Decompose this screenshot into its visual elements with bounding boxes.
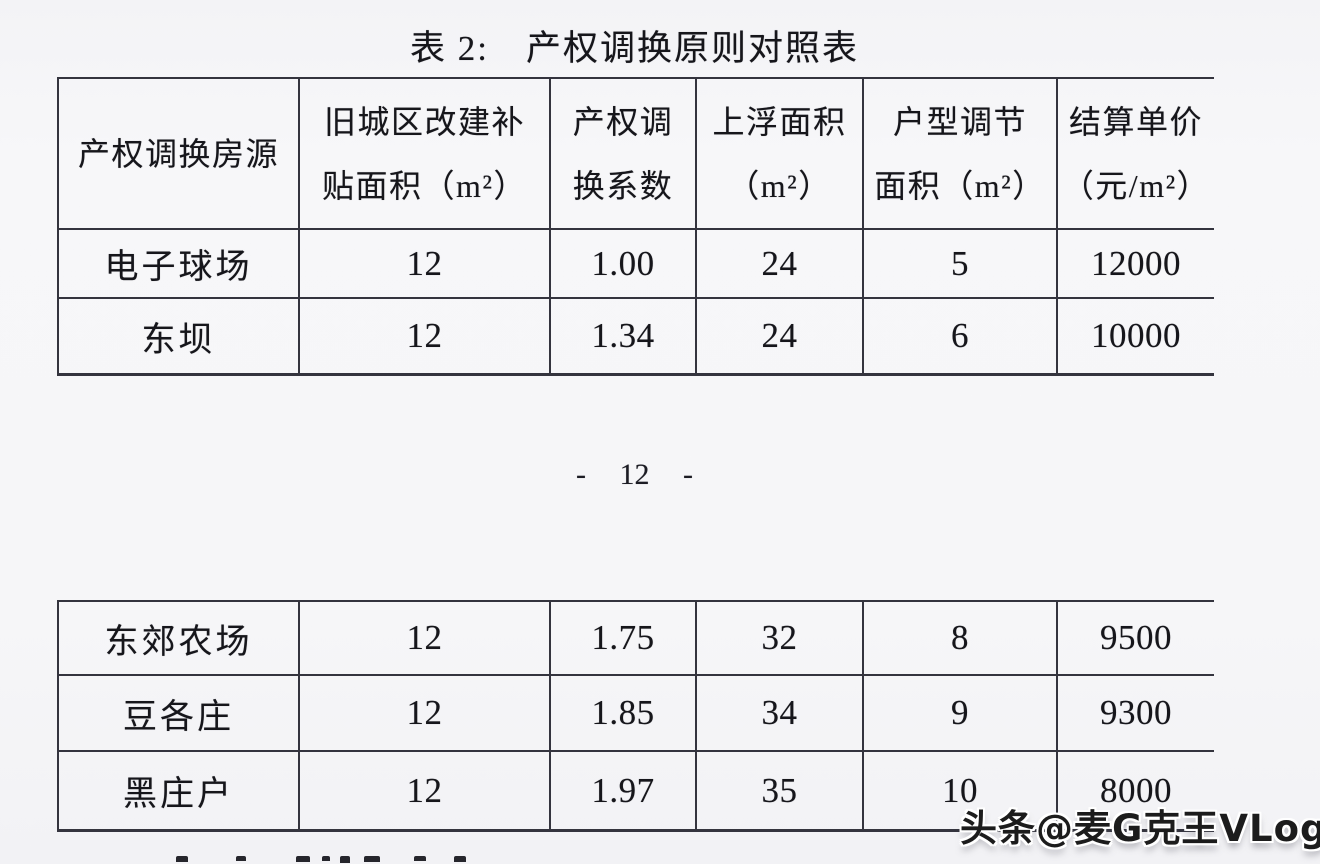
value-cell: 24 (697, 299, 864, 373)
value-cell: 32 (697, 602, 864, 676)
char-top-mark (322, 856, 330, 861)
char-top-mark (364, 856, 380, 862)
header-line: （m²） (727, 167, 832, 204)
char-top-mark (454, 856, 466, 862)
header-cell-unit-price: 结算单价 （元/m²） (1058, 79, 1214, 230)
value-cell: 9500 (1058, 602, 1214, 676)
header-cell-exchange-coefficient: 产权调 换系数 (551, 79, 697, 230)
header-line: 换系数 (572, 167, 674, 204)
header-line: （元/m²） (1061, 167, 1211, 204)
char-top-mark (296, 856, 310, 862)
value-cell: 12 (300, 676, 551, 752)
value-cell: 10000 (1091, 316, 1181, 355)
row-name-cell: 黑庄户 (59, 752, 300, 829)
header-cell-subsidy-area: 旧城区改建补 贴面积（m²） (300, 79, 551, 230)
value-cell: 8000 (1100, 770, 1172, 810)
value-cell: 1.75 (551, 602, 697, 676)
property-exchange-table-page1: 产权调换房源 旧城区改建补 贴面积（m²） 产权调 换系数 上浮面积 （m²） … (57, 77, 1214, 376)
header-line: 产权调换房源 (77, 135, 279, 172)
value-cell: 1.00 (551, 230, 697, 299)
value-cell: 8 (864, 602, 1058, 676)
header-cell-floating-area: 上浮面积 （m²） (697, 79, 864, 230)
header-line: 户型调节 (892, 103, 1027, 140)
header-line: 旧城区改建补 (323, 103, 525, 140)
value-cell: 1.97 (551, 752, 697, 829)
header-cell-type-adjustment-area: 户型调节 面积（m²） (864, 79, 1058, 230)
value-cell: 10 (864, 752, 1058, 829)
row-name-cell: 东坝 (59, 299, 300, 373)
value-cell: 12 (300, 299, 551, 373)
value-cell: 9300 (1058, 676, 1214, 752)
value-cell: 12 (300, 230, 551, 299)
header-line: 面积（m²） (874, 167, 1046, 204)
value-cell: 9 (864, 676, 1058, 752)
row-name-cell: 电子球场 (59, 230, 300, 299)
value-cell: 34 (697, 676, 864, 752)
value-cell: 12 (300, 752, 551, 829)
header-line: 产权调 (572, 103, 674, 140)
table-title: 表 2: 产权调换原则对照表 (410, 29, 859, 68)
char-top-mark (176, 856, 188, 862)
header-line: 贴面积（m²） (322, 167, 527, 204)
value-cell: 12000 (1058, 230, 1214, 299)
value-cell: 6 (864, 299, 1058, 373)
value-cell: 1.34 (551, 299, 697, 373)
value-cell: 12 (300, 602, 551, 676)
page-number: - 12 - (576, 458, 693, 491)
row-name-cell: 豆各庄 (59, 676, 300, 752)
header-line: 上浮面积 (712, 103, 847, 140)
header-cell-housing-source: 产权调换房源 (59, 79, 300, 230)
watermark: 头条@麦G克王VLog (960, 807, 1320, 850)
char-top-mark (236, 856, 246, 861)
value-cell: 24 (697, 230, 864, 299)
header-line: 结算单价 (1068, 103, 1203, 140)
clipped-text-fragment (172, 856, 472, 864)
value-cell: 5 (864, 230, 1058, 299)
char-top-mark (414, 856, 426, 861)
property-exchange-table-page2: 东郊农场 12 1.75 32 8 9500 豆各庄 12 1.85 34 9 … (57, 600, 1214, 832)
char-top-mark (340, 856, 350, 863)
row-name-cell: 东郊农场 (59, 602, 300, 676)
value-cell: 1.85 (551, 676, 697, 752)
value-cell: 35 (697, 752, 864, 829)
